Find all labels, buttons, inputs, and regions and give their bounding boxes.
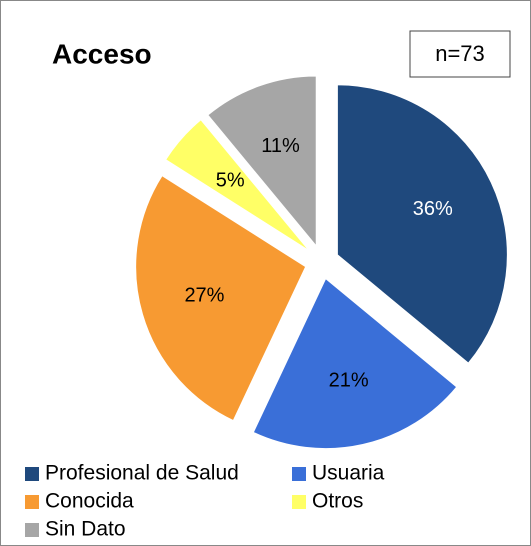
value-label: 36% xyxy=(413,198,453,220)
pie-slice xyxy=(252,277,458,450)
value-label: 5% xyxy=(216,169,245,191)
legend-swatch xyxy=(292,467,306,481)
legend-label: Conocida xyxy=(45,490,134,513)
legend-swatch xyxy=(25,495,39,509)
pie-slice xyxy=(336,84,508,364)
annotation: n=73 xyxy=(435,41,485,66)
value-label: 21% xyxy=(329,370,369,392)
legend-label: Otros xyxy=(312,490,363,513)
legend-label: Profesional de Salud xyxy=(45,462,239,485)
legend-swatch xyxy=(292,495,306,509)
legend-swatch xyxy=(25,467,39,481)
legend-label: Sin Dato xyxy=(45,518,126,541)
chart-title: Acceso xyxy=(52,38,152,69)
value-label: 27% xyxy=(184,284,224,306)
legend-swatch xyxy=(25,523,39,537)
pie-slice xyxy=(135,174,307,422)
pie-slice xyxy=(165,119,310,252)
legend-label: Usuaria xyxy=(312,462,385,485)
value-label: 11% xyxy=(261,135,300,157)
annotation-box xyxy=(409,30,511,78)
pie-slice xyxy=(207,75,317,248)
